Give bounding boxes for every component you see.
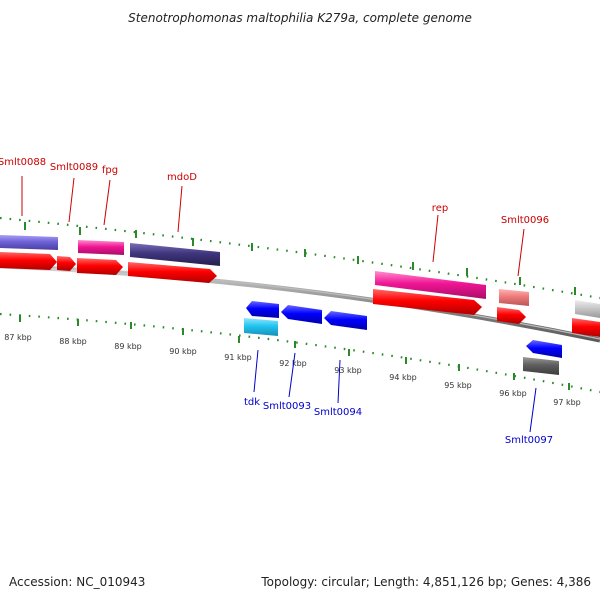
- cds-feature[interactable]: [324, 311, 367, 330]
- cds-feature[interactable]: [572, 318, 600, 337]
- map-title: Stenotrophomonas maltophilia K279a, comp…: [128, 11, 472, 25]
- cds-feature[interactable]: [373, 289, 482, 315]
- reverse-leaders: [253, 349, 537, 433]
- cds-feature[interactable]: [497, 307, 526, 324]
- gene-feature[interactable]: [499, 289, 529, 306]
- gene-label-smlt0088[interactable]: Smlt0088: [0, 157, 46, 168]
- gene-label-smlt0097[interactable]: Smlt0097: [505, 435, 553, 446]
- gene-label-smlt0089[interactable]: Smlt0089: [50, 162, 98, 173]
- reverse-cds-row: [246, 301, 562, 358]
- gene-feature[interactable]: [375, 271, 486, 299]
- scale-label-92: 92 kbp: [279, 359, 307, 368]
- forward-gene-row: [0, 235, 600, 318]
- scale-label-95: 95 kbp: [444, 381, 472, 390]
- gene-label-smlt0093[interactable]: Smlt0093: [263, 401, 311, 412]
- scale-label-88: 88 kbp: [59, 337, 87, 346]
- gene-label-smlt0094[interactable]: Smlt0094: [314, 407, 362, 418]
- gene-label-rep[interactable]: rep: [432, 203, 448, 214]
- gene-label-fpg[interactable]: fpg: [102, 165, 118, 176]
- gene-feature[interactable]: [0, 235, 58, 250]
- scale-label-89: 89 kbp: [114, 342, 142, 351]
- gene-label-mdod[interactable]: mdoD: [167, 172, 197, 183]
- gene-feature[interactable]: [244, 318, 278, 336]
- inner-tick-row: [0, 312, 600, 394]
- forward-leaders: [21, 176, 525, 277]
- scale-label-91: 91 kbp: [224, 353, 252, 362]
- gene-label-tdk[interactable]: tdk: [244, 397, 260, 408]
- scale-label-90: 90 kbp: [169, 347, 197, 356]
- forward-cds-row: [0, 252, 600, 337]
- gene-feature[interactable]: [78, 240, 124, 255]
- accession-text: Accession: NC_010943: [9, 575, 145, 589]
- cds-feature[interactable]: [128, 262, 217, 283]
- major-ticks: [19, 222, 576, 390]
- gene-feature[interactable]: [523, 357, 559, 375]
- cds-feature[interactable]: [281, 305, 322, 324]
- scale-label-97: 97 kbp: [553, 398, 581, 407]
- cds-feature[interactable]: [57, 256, 76, 271]
- scale-label-94: 94 kbp: [389, 373, 417, 382]
- genome-summary-text: Topology: circular; Length: 4,851,126 bp…: [260, 575, 591, 589]
- cds-feature[interactable]: [0, 252, 57, 270]
- scale-labels: 87 kbp 88 kbp 89 kbp 90 kbp 91 kbp 92 kb…: [4, 333, 581, 407]
- scale-label-96: 96 kbp: [499, 389, 527, 398]
- cds-feature[interactable]: [77, 258, 123, 275]
- forward-gene-labels: Smlt0088 Smlt0089 fpg mdoD rep Smlt0096: [0, 157, 549, 226]
- scale-label-93: 93 kbp: [334, 366, 362, 375]
- reverse-gene-labels: tdk Smlt0093 Smlt0094 Smlt0097: [244, 397, 553, 446]
- gene-label-smlt0096[interactable]: Smlt0096: [501, 215, 549, 226]
- gene-feature[interactable]: [130, 243, 220, 266]
- cds-feature[interactable]: [526, 340, 562, 358]
- cds-feature[interactable]: [246, 301, 279, 318]
- reverse-gene-row: [244, 318, 559, 375]
- scale-label-87: 87 kbp: [4, 333, 32, 342]
- outer-tick-row: [0, 216, 600, 300]
- gene-feature[interactable]: [575, 300, 600, 318]
